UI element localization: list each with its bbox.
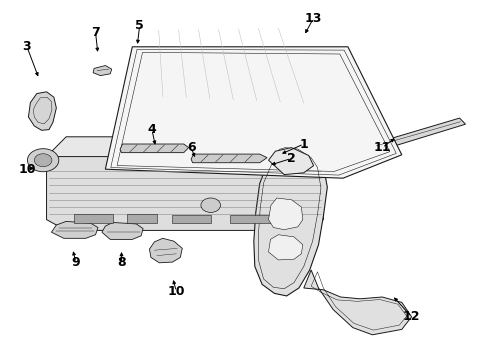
Text: 10: 10 xyxy=(18,163,36,176)
Polygon shape xyxy=(372,118,465,150)
Polygon shape xyxy=(269,148,314,175)
Text: 2: 2 xyxy=(287,152,296,165)
Text: 3: 3 xyxy=(23,40,31,53)
Circle shape xyxy=(27,149,59,172)
Text: 8: 8 xyxy=(117,256,126,269)
Polygon shape xyxy=(304,270,412,335)
Polygon shape xyxy=(47,157,323,230)
Polygon shape xyxy=(102,222,143,239)
Circle shape xyxy=(201,198,220,212)
Bar xyxy=(172,215,211,223)
Polygon shape xyxy=(105,47,402,178)
Text: 1: 1 xyxy=(299,138,308,150)
Polygon shape xyxy=(120,144,189,153)
Bar xyxy=(74,214,113,223)
Text: 13: 13 xyxy=(305,12,322,24)
Text: 6: 6 xyxy=(187,141,196,154)
Polygon shape xyxy=(51,221,98,238)
Polygon shape xyxy=(93,66,112,76)
Text: 9: 9 xyxy=(72,256,80,269)
Circle shape xyxy=(34,154,52,167)
Text: 5: 5 xyxy=(135,19,144,32)
Text: 7: 7 xyxy=(91,26,100,39)
Polygon shape xyxy=(149,238,182,263)
Polygon shape xyxy=(28,92,56,130)
Polygon shape xyxy=(269,198,303,230)
Text: 10: 10 xyxy=(168,285,185,298)
Text: 12: 12 xyxy=(403,310,420,323)
Bar xyxy=(230,215,274,223)
Bar xyxy=(127,214,157,223)
Polygon shape xyxy=(191,154,267,163)
Polygon shape xyxy=(254,144,327,296)
Polygon shape xyxy=(269,235,303,260)
Text: 11: 11 xyxy=(373,141,391,154)
Polygon shape xyxy=(47,137,323,169)
Text: 4: 4 xyxy=(147,123,156,136)
